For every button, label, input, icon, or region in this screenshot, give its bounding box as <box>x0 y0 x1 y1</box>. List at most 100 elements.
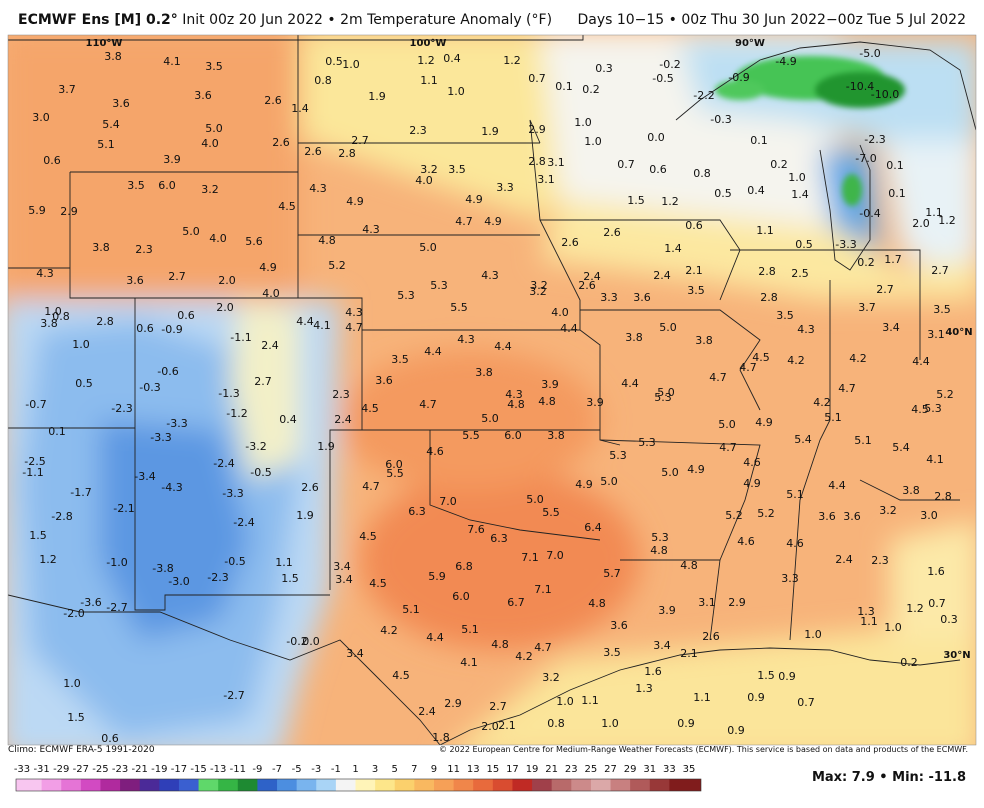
anomaly-value: -1.1 <box>22 466 43 479</box>
anomaly-value: 3.8 <box>695 334 713 347</box>
anomaly-value: 1.4 <box>791 188 809 201</box>
anomaly-value: 3.6 <box>112 97 130 110</box>
anomaly-value: 2.7 <box>931 264 949 277</box>
colorbar-segment <box>492 779 513 791</box>
anomaly-value: 5.5 <box>462 429 480 442</box>
colorbar-segment <box>512 779 533 791</box>
anomaly-value: -0.9 <box>161 323 182 336</box>
anomaly-value: 4.0 <box>209 232 227 245</box>
anomaly-value: 2.7 <box>351 134 369 147</box>
colorbar: -33 -31 -29 -27 -25 -23 -21 -19 -17 -15 -13 -11 -9 -7… <box>14 764 702 792</box>
anomaly-value: 5.1 <box>854 434 872 447</box>
anomaly-value: 4.1 <box>313 319 331 332</box>
anomaly-value: -0.5 <box>224 555 245 568</box>
colorbar-segment <box>80 779 101 791</box>
anomaly-value: -1.7 <box>70 486 91 499</box>
anomaly-value: 1.4 <box>664 242 682 255</box>
anomaly-value: 4.9 <box>687 463 705 476</box>
anomaly-value: 5.0 <box>526 493 544 506</box>
colorbar-segment <box>41 779 62 791</box>
colorbar-label: 29 <box>624 764 637 775</box>
anomaly-value: -3.3 <box>835 238 856 251</box>
anomaly-value: -3.0 <box>168 575 189 588</box>
colorbar-label: 21 <box>545 764 558 775</box>
anomaly-value: -0.4 <box>859 207 880 220</box>
anomaly-value: 5.0 <box>657 386 675 399</box>
anomaly-value: 2.8 <box>96 315 114 328</box>
anomaly-value: -2.5 <box>24 455 45 468</box>
anomaly-value: 3.3 <box>496 181 514 194</box>
colorbar-label: -9 <box>252 764 262 775</box>
colorbar-segment <box>610 779 631 791</box>
anomaly-value: -0.2 <box>286 635 307 648</box>
anomaly-value: 4.3 <box>345 306 363 319</box>
anomaly-value: 2.9 <box>728 596 746 609</box>
anomaly-value: 5.1 <box>824 411 842 424</box>
anomaly-value: 2.6 <box>578 279 596 292</box>
anomaly-value: 2.6 <box>702 630 720 643</box>
anomaly-value: 3.4 <box>346 647 364 660</box>
anomaly-value: 1.5 <box>67 711 85 724</box>
anomaly-value: 4.4 <box>426 631 444 644</box>
anomaly-value: -3.8 <box>152 562 173 575</box>
anomaly-value: 0.8 <box>314 74 332 87</box>
anomaly-value: -0.5 <box>652 72 673 85</box>
anomaly-value: 3.8 <box>547 429 565 442</box>
anomaly-value: 4.9 <box>755 416 773 429</box>
colorbar-label: 23 <box>565 764 578 775</box>
grid-label: 90°W <box>735 38 765 49</box>
anomaly-value: 7.0 <box>439 495 457 508</box>
anomaly-value: 0.2 <box>770 158 788 171</box>
anomaly-value: 3.2 <box>879 504 897 517</box>
anomaly-value: 1.2 <box>938 214 956 227</box>
anomaly-value: 6.3 <box>490 532 508 545</box>
colorbar-segment <box>218 779 239 791</box>
anomaly-value: 4.9 <box>743 477 761 490</box>
anomaly-value: 4.9 <box>259 261 277 274</box>
anomaly-value: 0.1 <box>48 425 66 438</box>
anomaly-value: 5.3 <box>430 279 448 292</box>
anomaly-value: -2.7 <box>223 689 244 702</box>
anomaly-value: 5.0 <box>419 241 437 254</box>
anomaly-value: 5.1 <box>97 138 115 151</box>
anomaly-value: -2.3 <box>864 133 885 146</box>
anomaly-value: 0.1 <box>555 80 573 93</box>
anomaly-value: 3.9 <box>163 153 181 166</box>
anomaly-value: 5.9 <box>428 570 446 583</box>
anomaly-value: 0.3 <box>940 613 958 626</box>
anomaly-value: -2.4 <box>213 457 234 470</box>
anomaly-value: -10.0 <box>871 88 899 101</box>
anomaly-value: 4.7 <box>739 361 757 374</box>
anomaly-value: 3.7 <box>858 301 876 314</box>
anomaly-value: 1.1 <box>693 691 711 704</box>
anomaly-value: 1.0 <box>601 717 619 730</box>
anomaly-value: 4.7 <box>345 321 363 334</box>
anomaly-value: 0.7 <box>797 696 815 709</box>
anomaly-value: 4.4 <box>494 340 512 353</box>
colorbar-label: -17 <box>171 764 187 775</box>
anomaly-value: 0.6 <box>177 309 195 322</box>
anomaly-value: 0.2 <box>857 256 875 269</box>
anomaly-value: 3.5 <box>776 309 794 322</box>
anomaly-value: 3.4 <box>333 560 351 573</box>
colorbar-segment <box>178 779 200 791</box>
anomaly-value: 3.4 <box>653 639 671 652</box>
colorbar-label: -7 <box>272 764 282 775</box>
anomaly-value: 0.6 <box>43 154 61 167</box>
anomaly-value: 4.1 <box>460 656 478 669</box>
colorbar-label: 11 <box>447 764 460 775</box>
anomaly-value: 0.4 <box>279 413 297 426</box>
colorbar-cap <box>689 779 701 791</box>
anomaly-value: 5.5 <box>542 506 560 519</box>
anomaly-value: 2.7 <box>876 283 894 296</box>
anomaly-value: 4.7 <box>719 441 737 454</box>
anomaly-value: 5.0 <box>182 225 200 238</box>
anomaly-value: 3.9 <box>541 378 559 391</box>
anomaly-value: 5.0 <box>718 418 736 431</box>
colorbar-segment <box>453 779 474 791</box>
map-frame <box>7 34 977 746</box>
anomaly-value: 2.6 <box>264 94 282 107</box>
anomaly-value: 4.3 <box>797 323 815 336</box>
anomaly-value: 0.3 <box>595 62 613 75</box>
anomaly-value: 0.8 <box>693 167 711 180</box>
